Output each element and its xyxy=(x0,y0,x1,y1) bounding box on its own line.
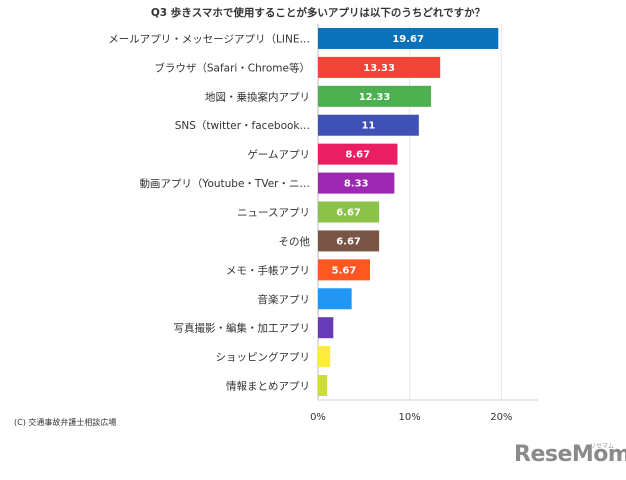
bar-value-label: 8.33 xyxy=(344,179,369,190)
category-label: ニュースアプリ xyxy=(237,207,310,219)
category-label: SNS（twitter・facebook… xyxy=(175,120,310,132)
bars: 19.67 13.33 12.33 11 8.67 8.33 6.67 6.67 5.67 xyxy=(318,27,499,397)
bar xyxy=(318,85,432,107)
bar xyxy=(318,143,398,165)
bar-value-label: 19.67 xyxy=(392,34,424,45)
resemom-logo-sub: リセマム xyxy=(590,443,615,450)
x-tick-labels: 0% 10% 20% xyxy=(310,412,512,423)
bar xyxy=(318,230,380,252)
bar xyxy=(318,346,331,368)
category-label: メモ・手帳アプリ xyxy=(226,264,310,277)
chart-title: Q3 歩きスマホで使用することが多いアプリは以下のうちどれですか？ xyxy=(151,6,485,19)
resemom-logo: ReseMom xyxy=(514,442,626,467)
bar-value-label: 12.33 xyxy=(359,92,391,103)
category-label: 音楽アプリ xyxy=(258,293,311,306)
x-tick-label: 20% xyxy=(490,412,512,423)
bar xyxy=(318,114,419,136)
bar xyxy=(318,201,380,223)
bar xyxy=(318,317,334,339)
category-label: ブラウザ（Safari・Chrome等） xyxy=(154,61,310,74)
category-label: メールアプリ・メッセージアプリ（LINE… xyxy=(108,33,310,45)
bar-value-label: 6.67 xyxy=(336,208,361,219)
bar xyxy=(318,27,499,49)
category-labels: メールアプリ・メッセージアプリ（LINE… ブラウザ（Safari・Chrome等… xyxy=(108,33,310,392)
category-label: ゲームアプリ xyxy=(247,149,310,161)
category-label: 情報まとめアプリ xyxy=(226,380,310,393)
bar-value-label: 8.67 xyxy=(345,150,370,161)
category-label: その他 xyxy=(279,235,311,248)
bar xyxy=(318,259,370,281)
bar-value-label: 6.67 xyxy=(336,236,361,247)
bar xyxy=(318,375,328,397)
source-credit: (C) 交通事故弁護士相談広場 xyxy=(14,418,117,427)
bar xyxy=(318,288,352,310)
category-label: ショッピングアプリ xyxy=(216,351,311,364)
category-label: 動画アプリ（Youtube・TVer・ニ… xyxy=(139,177,310,190)
bar-value-label: 13.33 xyxy=(363,63,395,74)
bar xyxy=(318,56,441,78)
x-tick-label: 10% xyxy=(399,412,421,423)
bar-value-label: 5.67 xyxy=(332,265,357,276)
bar-value-label: 11 xyxy=(361,121,375,132)
category-label: 地図・乗換案内アプリ xyxy=(205,90,310,103)
category-label: 写真撮影・編集・加工アプリ xyxy=(174,322,311,335)
x-tick-label: 0% xyxy=(310,412,326,423)
bar xyxy=(318,172,395,194)
